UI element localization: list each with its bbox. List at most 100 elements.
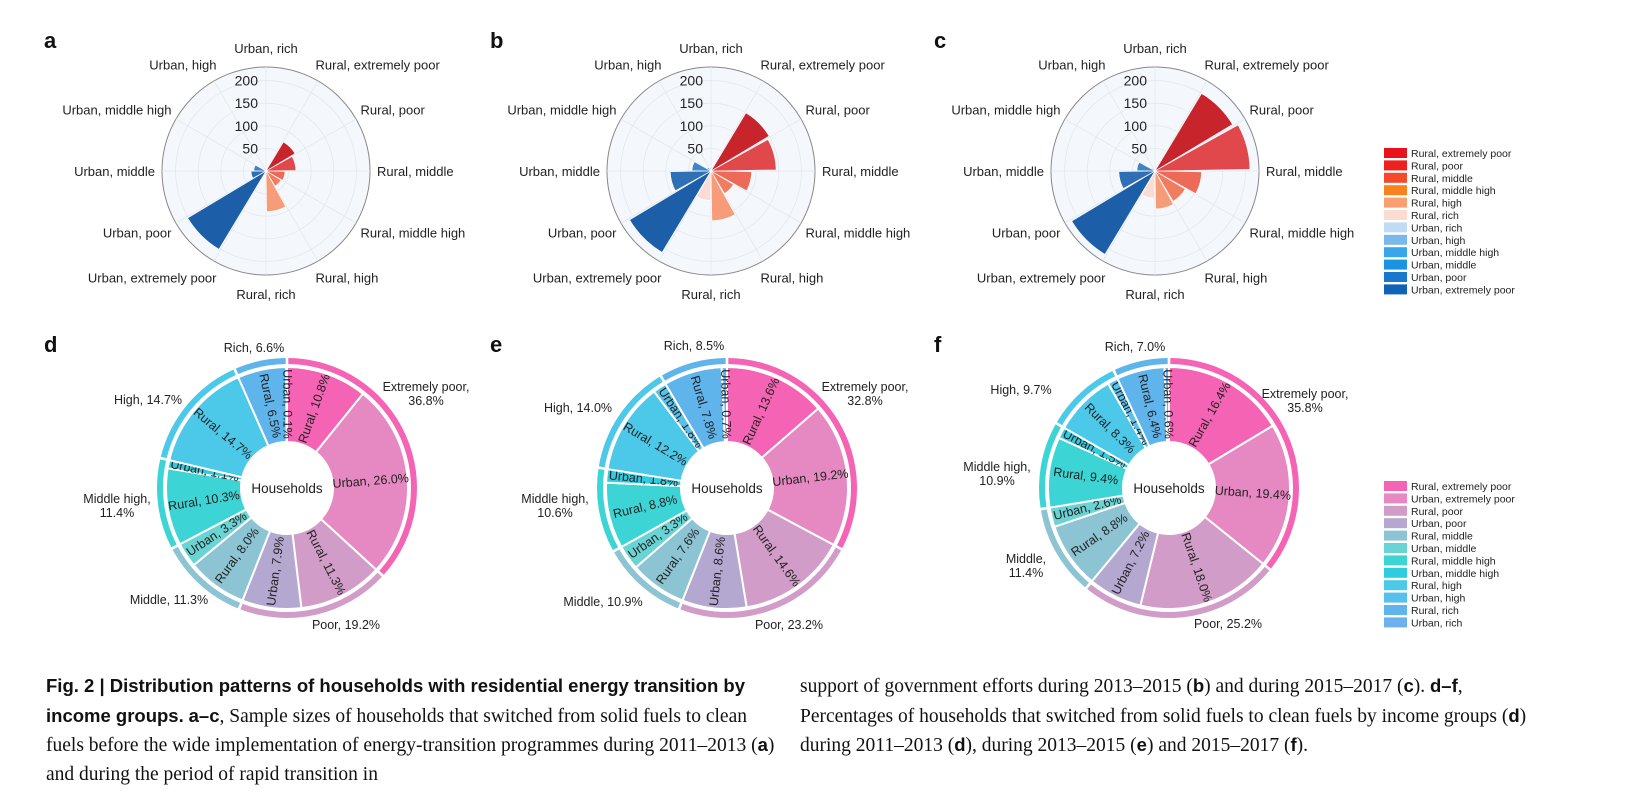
donut-group-ring [156, 459, 177, 548]
polar-bar-rural-rich [696, 170, 712, 201]
panel-letter-c: c [934, 28, 946, 53]
legend-polar-label: Urban, rich [1411, 222, 1463, 234]
polar-spoke [710, 118, 802, 172]
polar-bar-rural-middle [710, 170, 752, 192]
legend-polar-label: Rural, high [1411, 198, 1462, 210]
polar-category-label: Rural, middle [1266, 164, 1343, 179]
polar-spoke [1154, 170, 1208, 262]
legend-donut-label: Urban, middle [1411, 543, 1477, 555]
legend-polar-label: Urban, middle high [1411, 247, 1499, 259]
donut-group-ring [240, 572, 382, 618]
legend-polar-label: Urban, extremely poor [1411, 284, 1515, 296]
polar-category-label: Rural, high [1205, 271, 1268, 286]
polar-bar-rural-middle [265, 170, 286, 181]
donut-center-label: Households [691, 481, 763, 496]
polar-bar-rural-high [710, 170, 736, 222]
caption-text: ), during 2013–2015 ( [965, 735, 1137, 756]
polar-spoke [1064, 118, 1156, 172]
polar-category-label: Rural, extremely poor [1205, 57, 1330, 72]
polar-tick-label: 50 [242, 140, 258, 156]
polar-category-label: Rural, high [761, 271, 824, 286]
polar-category-label: Rural, poor [361, 103, 426, 118]
polar-bar-urban-middle [253, 164, 267, 172]
donut-group-label: Extremely poor, 32.8% [822, 380, 909, 408]
polar-category-label: Urban, middle [963, 164, 1044, 179]
legend-donut-label: Rural, rich [1411, 605, 1459, 617]
polar-bar-urban-high [1153, 168, 1156, 172]
legend-polar-swatch [1384, 222, 1407, 233]
donut-group-label: Poor, 23.2% [755, 618, 823, 632]
polar-bar-rural-high [1154, 170, 1174, 210]
legend-donut-label: Urban, middle high [1411, 568, 1499, 580]
polar-category-label: Urban, poor [548, 226, 617, 241]
polar-tick-label: 100 [1124, 118, 1148, 134]
caption-letter: d [1508, 704, 1520, 726]
polar-tick-label: 150 [1124, 95, 1148, 111]
polar-spoke [658, 80, 712, 172]
panel-letter-d: d [44, 332, 57, 357]
donut-group-ring [614, 549, 681, 609]
donut-group-ring [680, 547, 842, 618]
donut-slice [720, 365, 728, 444]
polar-spoke [265, 80, 319, 172]
polar-category-label: Urban, high [149, 57, 216, 72]
polar-tick-label: 50 [687, 140, 703, 156]
legend-donut-swatch [1384, 592, 1407, 603]
polar-category-label: Rural, middle [377, 164, 454, 179]
legend-polar-swatch [1384, 185, 1407, 196]
donut-group-label: Rich, 6.6% [224, 341, 284, 355]
polar-bar-rural-poor [710, 139, 777, 172]
polar-spoke [710, 170, 764, 262]
legend-donut-swatch [1384, 567, 1407, 578]
polar-category-label: Rural, middle [822, 164, 899, 179]
polar-spoke [175, 118, 267, 172]
caption-range-df: d–f [1430, 675, 1458, 696]
donut-slice [760, 407, 849, 547]
polar-category-label: Urban, extremely poor [977, 271, 1106, 286]
polar-category-label: Urban, middle [74, 164, 155, 179]
legend-polar-label: Rural, middle [1411, 173, 1473, 185]
polar-spoke [620, 118, 712, 172]
legend-donut-swatch [1384, 518, 1407, 529]
polar-category-label: Rural, poor [806, 103, 871, 118]
polar-category-label: Urban, middle high [951, 103, 1060, 118]
caption-text: ) and during the period of rapid transit… [46, 735, 775, 785]
legend-polar-swatch [1384, 272, 1407, 282]
figure: a b c d e f 50 100 150 200 Urban, rich Rural, extre… [44, 28, 1515, 632]
legend-polar-swatch [1384, 172, 1407, 183]
legend-donut-swatch [1384, 543, 1407, 553]
donut-group-label: Extremely poor, 36.8% [383, 380, 470, 408]
polar-category-label: Rural, middle high [361, 226, 466, 241]
polar-category-label: Urban, middle high [507, 103, 616, 118]
polar-tick-label: 150 [680, 95, 704, 111]
polar-category-label: Rural, middle high [806, 226, 911, 241]
donut-group-label: High, 9.7% [990, 383, 1051, 397]
donut-group-ring [1039, 424, 1061, 508]
legend-polar-swatch [1384, 259, 1407, 270]
polar-bar-rural-extremely-poor [710, 112, 770, 172]
legend-donut-label: Rural, extremely poor [1411, 481, 1512, 493]
donut-slice-label: Urban, 0.7% [718, 369, 734, 439]
polar-spoke [265, 118, 357, 172]
polar-tick-label: 200 [1124, 73, 1148, 89]
legend-donut-swatch [1384, 481, 1407, 491]
polar-spoke [620, 170, 712, 224]
donut-group-label: Middle, 10.9% [563, 595, 642, 609]
panel-letter-b: b [490, 28, 503, 53]
donut-group-ring [1056, 370, 1116, 426]
caption-right: support of government efforts during 201… [800, 672, 1560, 761]
legend-donut-swatch [1384, 530, 1407, 541]
polar-tick-label: 100 [235, 118, 259, 134]
polar-tick-label: 50 [1131, 140, 1147, 156]
polar-spoke [1154, 80, 1208, 172]
donut-slice [1139, 515, 1265, 610]
donut-slice [726, 365, 820, 460]
polar-spoke [658, 170, 712, 262]
donut-slice [1203, 424, 1291, 566]
polar-category-label: Urban, rich [1123, 41, 1187, 56]
polar-spoke [213, 170, 267, 262]
legend-polar-label: Urban, poor [1411, 272, 1467, 284]
polar-spoke [1154, 170, 1246, 224]
donut-slice [733, 508, 836, 609]
polar-bar-rural-poor [1154, 124, 1251, 172]
